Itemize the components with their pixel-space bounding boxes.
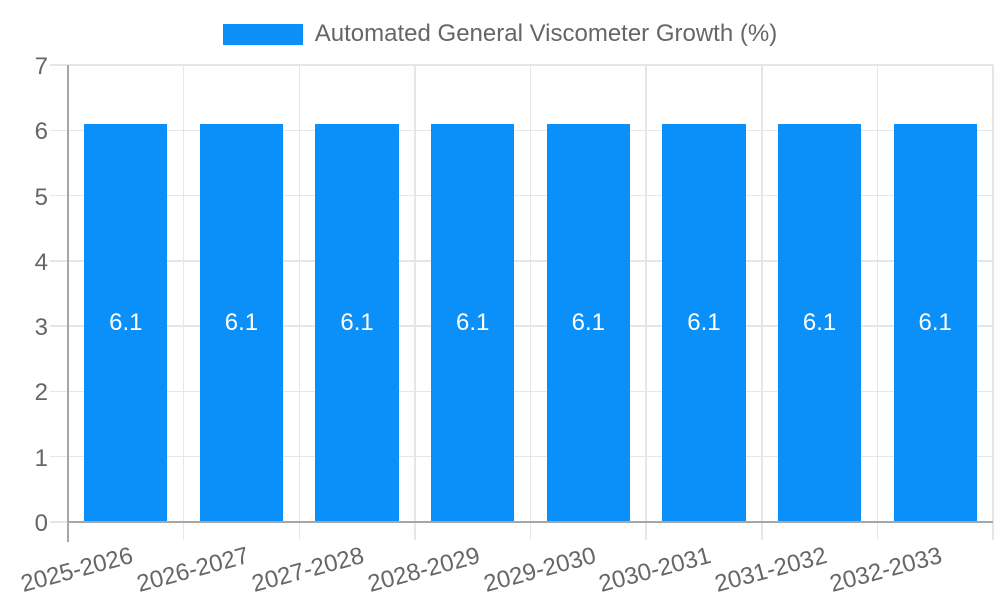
h-gridline (50, 390, 993, 393)
h-gridline (50, 194, 993, 197)
y-tick-label: 1 (34, 444, 48, 472)
v-gridline (182, 65, 185, 540)
y-zero-tick (50, 521, 68, 523)
bar-value-label: 6.1 (687, 308, 721, 336)
h-gridline (50, 129, 993, 132)
x-axis-line (68, 520, 993, 523)
h-gridline (50, 455, 993, 458)
x-tick-label: 2030-2031 (596, 542, 714, 598)
bar (662, 123, 746, 522)
h-gridline (50, 260, 993, 262)
h-gridline (50, 64, 993, 66)
bar-value-label: 6.1 (571, 308, 605, 336)
x-tick-label: 2027-2028 (249, 542, 368, 598)
legend-label: Automated General Viscometer Growth (%) (314, 20, 778, 47)
v-gridline (414, 65, 416, 540)
y-tick-label: 3 (34, 314, 48, 342)
y-tick-label: 4 (34, 248, 48, 276)
bar-value-label: 6.1 (340, 308, 374, 336)
bar (199, 123, 284, 522)
plot-area: 6.1 6.1 6.1 6.1 6.1 6.1 6.1 6.1 (50, 64, 994, 542)
y-tick-label: 7 (34, 53, 48, 80)
x-tick-label: 2025-2026 (17, 542, 136, 598)
bar (84, 123, 168, 522)
x-tick-label: 2031-2032 (711, 542, 830, 598)
y-tick-label: 6 (34, 118, 48, 146)
bar (431, 123, 515, 522)
x-tick-label: 2026-2027 (133, 542, 252, 598)
bar-value-label: 6.1 (224, 308, 259, 336)
bar (315, 123, 399, 522)
v-gridline (761, 65, 763, 540)
v-gridline (876, 65, 879, 540)
y-tick-label: 0 (34, 510, 48, 537)
chart-legend: Automated General Viscometer Growth (%) (0, 20, 1000, 48)
x-tick-label: 2029-2030 (480, 542, 599, 598)
y-tick-label: 2 (34, 379, 48, 407)
v-gridline (529, 65, 532, 540)
x-tick-label: 2028-2029 (364, 542, 483, 598)
bar (893, 123, 977, 522)
bar-value-label: 6.1 (109, 308, 143, 336)
bar (777, 123, 862, 522)
legend-swatch (222, 23, 303, 45)
bar (546, 123, 630, 522)
bar-value-label: 6.1 (918, 308, 952, 336)
bar-value-label: 6.1 (456, 308, 490, 336)
x-tick-label: 2032-2033 (827, 542, 946, 598)
v-gridline (645, 65, 647, 540)
y-axis-line (67, 65, 69, 542)
v-gridline (298, 65, 300, 540)
v-gridline (992, 65, 994, 540)
h-gridline (50, 325, 993, 327)
bar-value-label: 6.1 (802, 308, 837, 336)
y-tick-label: 5 (34, 183, 48, 211)
